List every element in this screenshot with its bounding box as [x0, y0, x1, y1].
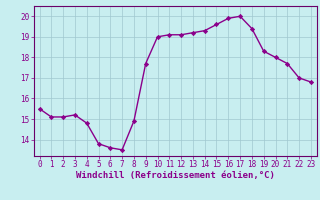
X-axis label: Windchill (Refroidissement éolien,°C): Windchill (Refroidissement éolien,°C) — [76, 171, 275, 180]
